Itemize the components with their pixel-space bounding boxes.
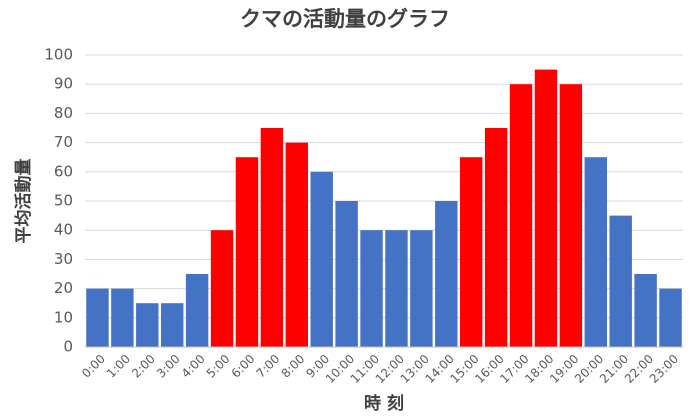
y-tick-label: 80 (54, 104, 73, 122)
x-tick-label: 4:00 (179, 352, 208, 381)
bar (86, 288, 109, 347)
y-tick-label: 90 (54, 75, 73, 93)
bar (484, 128, 508, 347)
bar (459, 157, 483, 347)
x-tick-label: 5:00 (204, 352, 233, 381)
bar (385, 230, 408, 347)
bar (609, 215, 632, 347)
bar (335, 201, 358, 347)
x-tick-label: 7:00 (254, 352, 283, 381)
bar (310, 171, 333, 347)
bar (185, 274, 209, 347)
bar (410, 230, 433, 347)
bar (435, 201, 458, 347)
bar (584, 157, 608, 347)
x-axis-title: 時 刻 (364, 393, 404, 414)
y-tick-label: 70 (54, 133, 73, 151)
x-tick-label: 8:00 (278, 352, 307, 381)
y-tick-label: 20 (54, 279, 73, 297)
x-tick-label: 0:00 (79, 352, 108, 381)
bar (659, 288, 682, 347)
bar (534, 69, 558, 347)
bar (634, 274, 657, 347)
x-tick-label: 23:00 (647, 352, 681, 386)
bar (210, 230, 234, 347)
bar (509, 84, 533, 347)
y-tick-label: 50 (54, 192, 73, 210)
bar (559, 84, 583, 347)
y-tick-label: 40 (54, 221, 73, 239)
x-tick-label: 6:00 (229, 352, 258, 381)
y-axis-title: 平均活動量 (13, 159, 34, 244)
y-tick-label: 100 (44, 46, 73, 64)
bar (235, 157, 259, 347)
x-tick-label: 2:00 (129, 352, 158, 381)
y-tick-label: 10 (54, 308, 73, 326)
bar (111, 288, 134, 347)
bar (360, 230, 383, 347)
x-tick-label: 1:00 (104, 352, 133, 381)
y-tick-label: 0 (63, 338, 73, 356)
bar (160, 303, 184, 347)
y-tick-label: 60 (54, 162, 73, 180)
bar (285, 142, 309, 347)
chart-title: クマの活動量のグラフ (240, 7, 450, 31)
bar (260, 128, 284, 347)
y-tick-label: 30 (54, 250, 73, 268)
x-tick-label: 3:00 (154, 352, 183, 381)
bar (136, 303, 159, 347)
